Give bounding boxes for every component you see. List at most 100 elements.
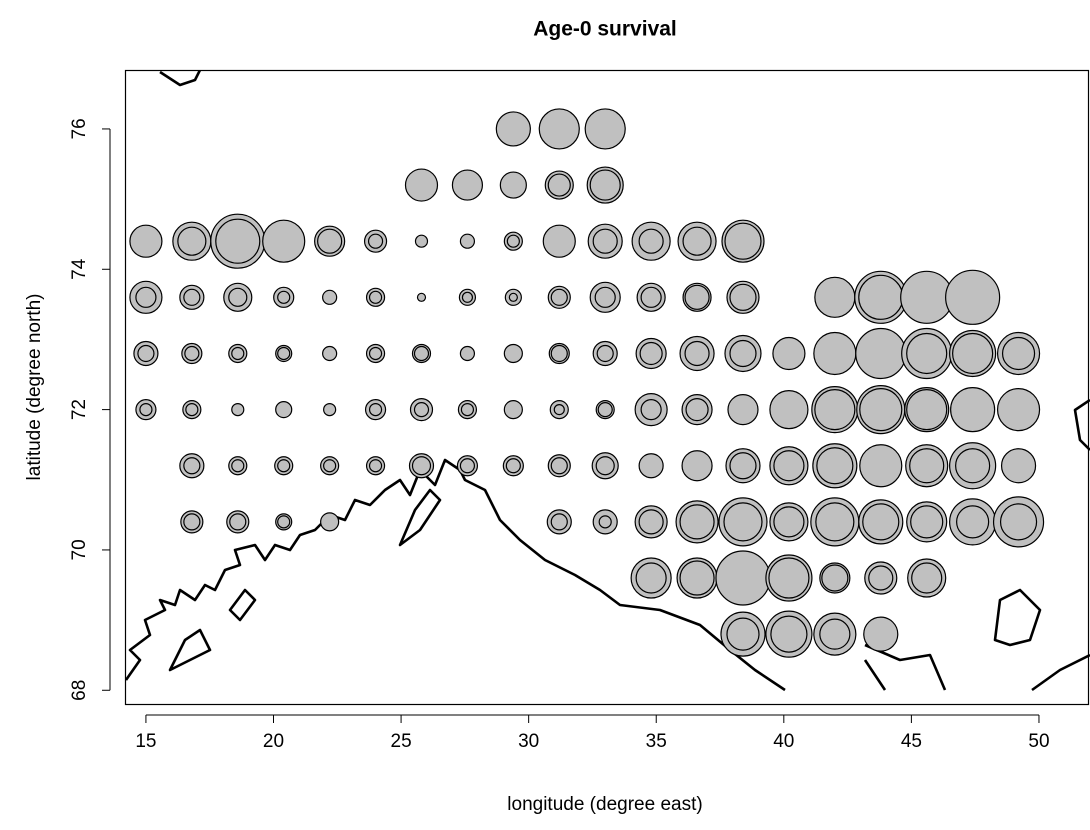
- bubble: [819, 562, 851, 594]
- bubble-inner: [639, 341, 663, 366]
- x-tick-label: 30: [518, 731, 539, 752]
- bubble-inner: [231, 459, 245, 473]
- bubble: [634, 505, 668, 539]
- bubble: [858, 499, 904, 545]
- bubble-inner: [505, 458, 521, 474]
- bubble-inner: [594, 286, 616, 308]
- bubble: [727, 394, 759, 426]
- bubble: [863, 616, 899, 652]
- bubble-inner: [323, 459, 337, 473]
- bubble-inner: [550, 288, 568, 306]
- bubble-inner: [550, 457, 568, 475]
- bubble: [409, 398, 434, 422]
- bubble-inner: [277, 515, 291, 529]
- x-tick-label: 35: [646, 731, 667, 752]
- bubble: [769, 502, 809, 542]
- bubble: [950, 387, 996, 433]
- bubble-inner: [367, 233, 384, 249]
- bubble-inner: [999, 503, 1038, 541]
- bubble: [996, 331, 1041, 376]
- bubble-inner: [1001, 336, 1036, 371]
- bubble-inner: [550, 344, 568, 363]
- bubble: [459, 233, 476, 249]
- bubble: [542, 224, 576, 258]
- bubble: [864, 561, 898, 595]
- bubble: [814, 276, 856, 318]
- bubble-inner: [816, 447, 854, 485]
- bubble-inner: [859, 388, 903, 432]
- bubble: [223, 282, 253, 312]
- y-tick-label: 76: [69, 118, 90, 139]
- bubble: [854, 270, 908, 324]
- bubble-inner: [215, 218, 261, 264]
- bubble: [129, 280, 163, 314]
- bubble: [458, 288, 477, 306]
- bubble: [811, 386, 859, 434]
- bubble: [404, 168, 439, 202]
- bubble-inner: [137, 344, 155, 363]
- bubble: [682, 282, 712, 312]
- plot-frame: [124, 69, 1090, 706]
- x-tick-label: 40: [773, 731, 794, 752]
- bubble-inner: [277, 346, 291, 361]
- bubble-inner: [411, 456, 432, 476]
- bubble: [411, 343, 432, 364]
- bubble-inner: [598, 515, 612, 529]
- bubble-inner: [911, 562, 943, 594]
- bubble: [769, 390, 809, 430]
- bubble: [677, 221, 717, 261]
- bubble: [262, 219, 306, 263]
- bubble: [364, 399, 387, 421]
- bubble-inner: [723, 502, 763, 542]
- bubble-inner: [910, 505, 944, 539]
- bubble: [772, 336, 806, 371]
- bubble: [681, 450, 713, 482]
- bubble-inner: [228, 287, 248, 307]
- bubble-inner: [597, 402, 613, 418]
- bubble: [945, 269, 1001, 325]
- bubble-inner: [679, 560, 715, 596]
- bubble-inner: [909, 448, 945, 484]
- bubble: [320, 512, 340, 532]
- bubble: [721, 219, 765, 263]
- bubble-inner: [459, 458, 476, 474]
- bubble-inner: [508, 292, 518, 302]
- bubble: [499, 171, 527, 199]
- x-tick-label: 50: [1028, 731, 1049, 752]
- bubble: [907, 558, 947, 598]
- bubble-inner: [955, 448, 991, 484]
- bubble: [812, 443, 858, 489]
- bubble: [996, 388, 1041, 432]
- bubble-inner: [956, 505, 990, 539]
- y-axis-title: latitude (degree north): [24, 294, 45, 481]
- x-tick-label: 25: [391, 731, 412, 752]
- bubble: [549, 400, 569, 420]
- bubble-inner: [638, 509, 664, 535]
- bubble-inner: [185, 403, 199, 417]
- bubble: [416, 292, 427, 302]
- bubble: [135, 399, 157, 421]
- bubble: [900, 270, 954, 324]
- bubble: [538, 108, 580, 150]
- bubble: [544, 170, 574, 200]
- bubble: [548, 342, 570, 365]
- bubble-inner: [684, 340, 710, 367]
- bubble-inner: [317, 228, 343, 254]
- coastline: [863, 643, 947, 691]
- bubble: [725, 448, 761, 484]
- bubble-inner: [368, 290, 383, 304]
- bubble-inner: [183, 457, 201, 475]
- bubble-inner: [547, 173, 571, 197]
- bubble: [859, 444, 903, 488]
- coastline: [168, 488, 442, 672]
- bubble-inner: [592, 228, 618, 254]
- bubble-inner: [461, 291, 474, 303]
- bubble: [904, 387, 950, 433]
- x-axis-title: longitude (degree east): [507, 794, 702, 815]
- bubble: [408, 453, 435, 479]
- coastline: [159, 70, 202, 87]
- bubble-inner: [773, 450, 805, 482]
- bubble: [765, 610, 813, 658]
- bubble: [231, 403, 245, 417]
